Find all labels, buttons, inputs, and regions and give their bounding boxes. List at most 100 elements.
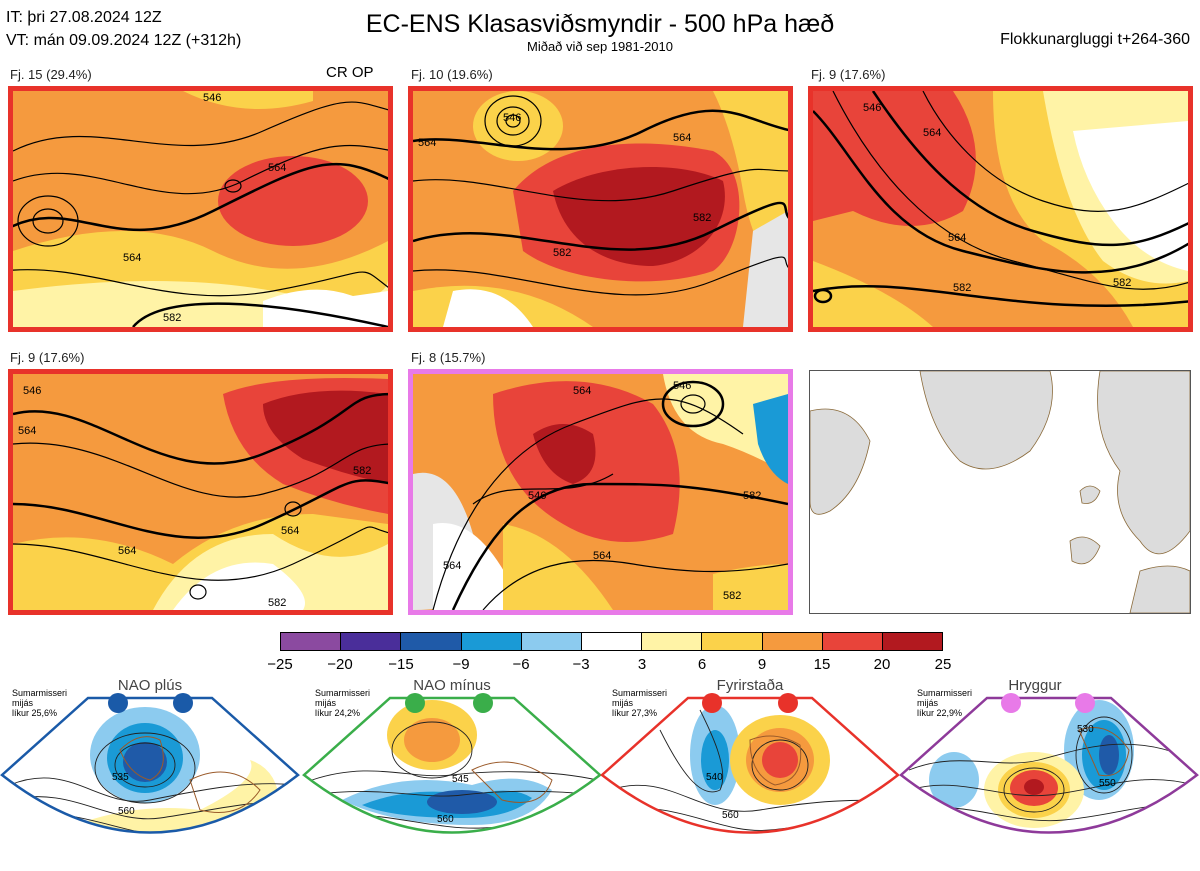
contour-label: 582 xyxy=(1113,277,1131,289)
regime-4-info: Sumarmisseri mijás líkur 22,9% xyxy=(917,688,972,718)
regime-4-map: 530 550 575 xyxy=(899,693,1199,849)
regime-contour-label: 575 xyxy=(447,850,464,861)
contour-label: 546 xyxy=(503,112,521,124)
page-title: EC-ENS Klasasviðsmyndir - 500 hPa hæð xyxy=(365,10,835,38)
colorbar-swatch xyxy=(642,633,703,650)
valid-time: VT: mán 09.09.2024 12Z (+312h) xyxy=(6,32,242,49)
page-subtitle: Miðað við sep 1981-2010 xyxy=(527,39,673,54)
contour-label: 564 xyxy=(673,132,691,144)
colorbar-swatch xyxy=(822,633,883,650)
contour-label: 564 xyxy=(18,425,36,437)
regime-type: mijás xyxy=(315,698,337,708)
regime-1-map: 535 560 xyxy=(0,693,300,834)
cluster-map-5[interactable]: 564 546 546 564 564 582 582 xyxy=(408,369,793,615)
contour-label: 546 xyxy=(863,102,881,114)
regime-contour-label: 560 xyxy=(118,806,135,817)
regime-2-map: 545 560 575 xyxy=(302,693,602,861)
colorbar-swatch xyxy=(702,633,763,650)
regime-likelihood: líkur 27,3% xyxy=(612,708,658,718)
colorbar-swatch xyxy=(401,633,462,650)
contour-label: 564 xyxy=(418,137,436,149)
colorbar-tick: 3 xyxy=(637,656,647,673)
panel-label-5: Fj. 8 (15.7%) xyxy=(411,350,486,365)
reference-land-map xyxy=(809,370,1191,614)
contour-label: 582 xyxy=(553,247,571,259)
colorbar-tick: −20 xyxy=(327,656,353,673)
panel-tag-crop: CR OP xyxy=(326,64,374,81)
regime-season: Sumarmisseri xyxy=(315,688,371,698)
reference-land-map-graphic xyxy=(810,371,1190,613)
contour-label: 564 xyxy=(281,525,299,537)
regime-3-title: Fyrirstaða xyxy=(716,677,784,694)
panel-label-3: Fj. 9 (17.6%) xyxy=(811,67,886,82)
contour-label: 582 xyxy=(693,212,711,224)
regime-type: mijás xyxy=(917,698,939,708)
classification-window: Flokkunargluggi t+264-360 xyxy=(1000,31,1190,48)
regime-contour-label: 545 xyxy=(452,774,469,785)
regime-contour-label: 560 xyxy=(437,814,454,825)
regime-season: Sumarmisseri xyxy=(917,688,973,698)
colorbar-swatch xyxy=(281,633,342,650)
colorbar-swatch xyxy=(581,633,643,650)
regime-contour-label: 560 xyxy=(722,810,739,821)
regime-contour-label: 575 xyxy=(1091,838,1108,849)
regime-contour-label: 535 xyxy=(112,772,129,783)
cluster-map-1[interactable]: 546 564 564 582 xyxy=(8,86,393,332)
contour-label: 564 xyxy=(443,560,461,572)
contour-label: 546 xyxy=(203,92,221,104)
cluster-map-5-graphic: 564 546 546 564 564 582 582 xyxy=(413,374,788,610)
contour-label: 582 xyxy=(723,590,741,602)
panel-label-1: Fj. 15 (29.4%) xyxy=(10,67,92,82)
regime-contour-label: 530 xyxy=(1077,724,1094,735)
contour-label: 564 xyxy=(948,232,966,244)
colorbar-tick: −25 xyxy=(267,656,293,673)
contour-label: 564 xyxy=(593,550,611,562)
colorbar-tick: 25 xyxy=(934,656,952,673)
contour-label: 582 xyxy=(163,312,181,324)
regime-3-map: 540 560 575 xyxy=(600,693,900,834)
regime-likelihood: líkur 24,2% xyxy=(315,708,361,718)
colorbar-swatch xyxy=(762,633,823,650)
cluster-map-2-graphic: 546 564 564 582 582 xyxy=(413,91,788,327)
cluster-map-2[interactable]: 546 564 564 582 582 xyxy=(408,86,793,332)
cluster-map-1-graphic: 546 564 564 582 xyxy=(13,91,388,327)
colorbar-tick: 20 xyxy=(873,656,891,673)
colorbar-tick: −9 xyxy=(452,656,470,673)
contour-label: 582 xyxy=(953,282,971,294)
panel-label-4: Fj. 9 (17.6%) xyxy=(10,350,85,365)
header-info: IT: þri 27.08.2024 12Z VT: mán 09.09.202… xyxy=(6,6,241,52)
colorbar-swatch xyxy=(882,633,943,650)
colorbar-tick: −6 xyxy=(512,656,530,673)
cluster-map-4[interactable]: 546 564 564 564 582 582 xyxy=(8,369,393,615)
regime-likelihood: líkur 22,9% xyxy=(917,708,963,718)
contour-label: 582 xyxy=(268,597,286,609)
regime-2-title: NAO mínus xyxy=(413,677,491,694)
panel-label-2: Fj. 10 (19.6%) xyxy=(411,67,493,82)
colorbar-swatch xyxy=(341,633,402,650)
regime-1-info: Sumarmisseri mijás líkur 25,6% xyxy=(12,688,67,718)
contour-label: 546 xyxy=(673,380,691,392)
initial-time: IT: þri 27.08.2024 12Z xyxy=(6,9,162,26)
contour-label: 564 xyxy=(268,162,286,174)
colorbar-tick: 9 xyxy=(757,656,767,673)
regime-season: Sumarmisseri xyxy=(612,688,668,698)
regime-type: mijás xyxy=(12,698,34,708)
colorbar-tick: −15 xyxy=(388,656,414,673)
colorbar-swatch xyxy=(521,633,582,650)
regime-likelihood: líkur 25,6% xyxy=(12,708,58,718)
regime-contour-label: 550 xyxy=(1099,778,1116,789)
colorbar-tick: 6 xyxy=(697,656,707,673)
contour-label: 546 xyxy=(23,385,41,397)
regime-4-title: Hryggur xyxy=(1008,677,1062,694)
cluster-map-4-graphic: 546 564 564 564 582 582 xyxy=(13,374,388,610)
contour-label: 564 xyxy=(923,127,941,139)
regime-1-title: NAO plús xyxy=(117,677,183,694)
regime-contour-label: 540 xyxy=(706,772,723,783)
cluster-map-3[interactable]: 546 564 564 582 582 xyxy=(808,86,1193,332)
contour-label: 564 xyxy=(573,385,591,397)
contour-label: 582 xyxy=(353,465,371,477)
colorbar-tick: −3 xyxy=(572,656,590,673)
regime-type: mijás xyxy=(612,698,634,708)
colorbar-tick: 15 xyxy=(813,656,831,673)
cluster-map-3-graphic: 546 564 564 582 582 xyxy=(813,91,1188,327)
